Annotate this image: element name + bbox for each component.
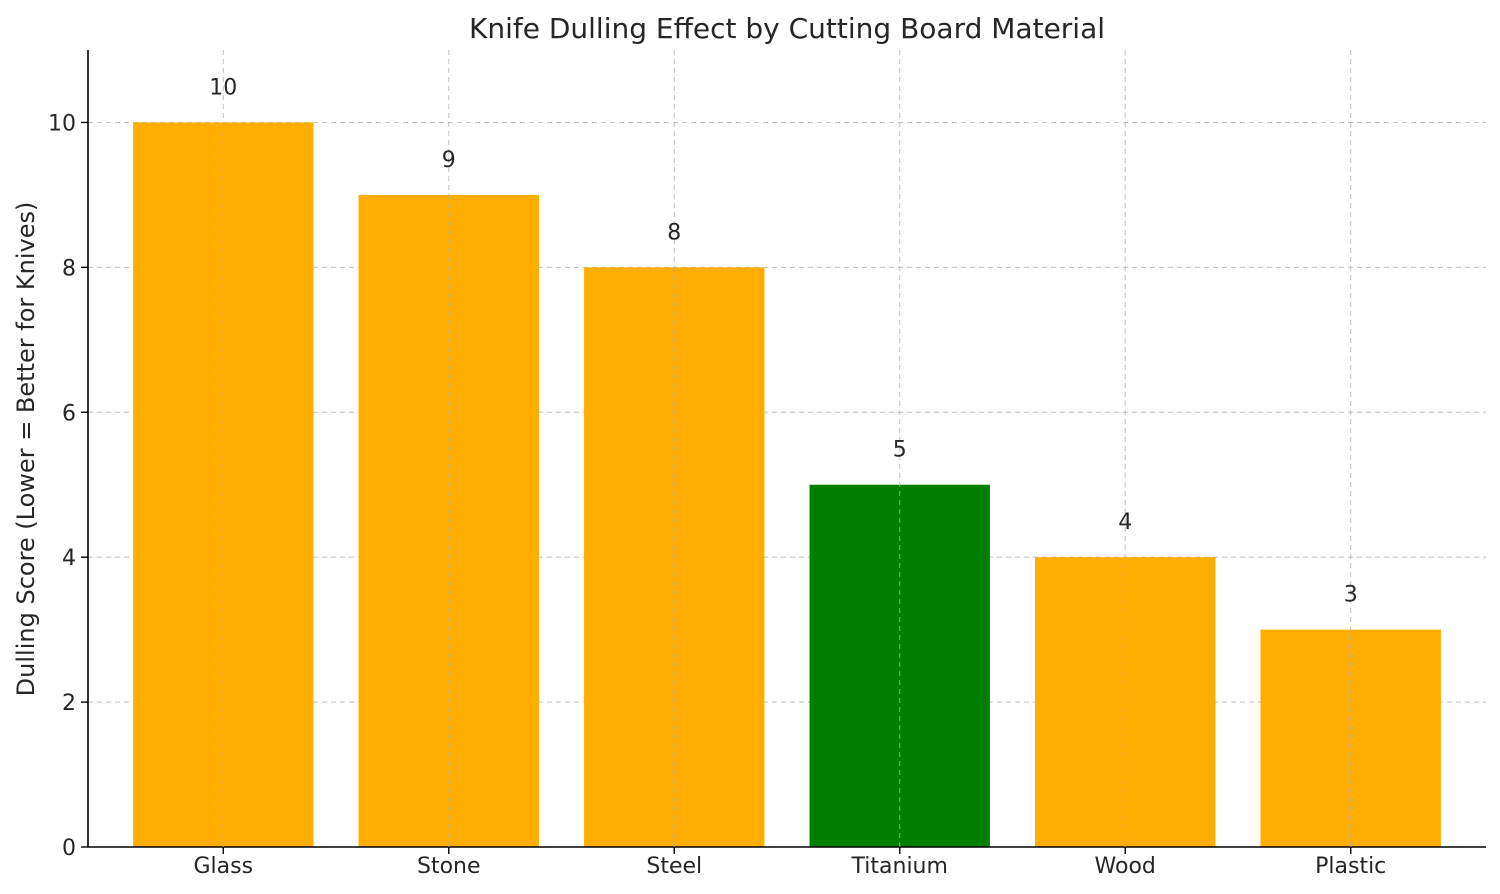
data-label: 5 — [893, 438, 907, 463]
y-tick-label: 4 — [62, 546, 76, 571]
x-tick-label: Titanium — [851, 854, 948, 879]
x-tick-label: Plastic — [1315, 854, 1386, 879]
x-tick-label: Steel — [646, 854, 702, 879]
data-label: 9 — [442, 148, 456, 173]
x-tick-label: Glass — [194, 854, 254, 879]
y-tick-label: 8 — [62, 256, 76, 281]
y-tick-label: 10 — [48, 111, 76, 136]
y-axis-label: Dulling Score (Lower = Better for Knives… — [12, 202, 40, 697]
x-tick-label: Wood — [1095, 854, 1156, 879]
y-tick-label: 0 — [62, 836, 76, 861]
bars — [133, 122, 1441, 848]
data-label: 4 — [1118, 510, 1132, 535]
chart-title: Knife Dulling Effect by Cutting Board Ma… — [469, 12, 1105, 45]
data-labels: 10 9 8 5 4 3 — [209, 50, 1358, 847]
x-tick-label: Stone — [417, 854, 481, 879]
y-tick-label: 6 — [62, 401, 76, 426]
data-label: 3 — [1344, 583, 1358, 608]
axes: 0 2 4 6 8 10 Glass Stone Steel Titanium Wood Plasti… — [48, 50, 1486, 879]
y-tick-label: 2 — [62, 691, 76, 716]
data-label: 10 — [209, 75, 237, 100]
data-label: 8 — [667, 220, 681, 245]
